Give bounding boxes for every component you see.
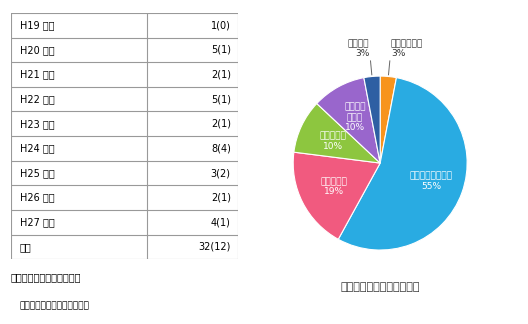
Text: H25 年度: H25 年度	[20, 168, 54, 178]
Text: マンション駐車場
55%: マンション駐車場 55%	[409, 172, 452, 191]
Text: H23 年度: H23 年度	[20, 119, 54, 129]
Text: H19 年度: H19 年度	[20, 20, 54, 30]
Text: 時間貸し
駐車場
10%: 時間貸し 駐車場 10%	[344, 102, 366, 132]
Text: テナント用
10%: テナント用 10%	[319, 131, 346, 151]
Text: 32(12): 32(12)	[199, 242, 231, 252]
Text: 2(1): 2(1)	[211, 193, 231, 202]
Text: 4(1): 4(1)	[211, 217, 231, 227]
Text: ホテル用
3%: ホテル用 3%	[348, 39, 370, 58]
Wedge shape	[317, 78, 380, 163]
Text: 死亡・重傷事故の発生場所: 死亡・重傷事故の発生場所	[341, 282, 420, 292]
Text: H20 年度: H20 年度	[20, 45, 54, 55]
Text: H21 年度: H21 年度	[20, 70, 54, 79]
Text: （　）は死亡事故の発生件数: （ ）は死亡事故の発生件数	[20, 301, 90, 310]
Text: 5(1): 5(1)	[211, 45, 231, 55]
Text: 3(2): 3(2)	[211, 168, 231, 178]
Text: 1(0): 1(0)	[211, 20, 231, 30]
Wedge shape	[294, 104, 380, 163]
Wedge shape	[380, 76, 397, 163]
Wedge shape	[364, 76, 380, 163]
Text: 死亡・重傷事故の発生件数: 死亡・重傷事故の発生件数	[11, 272, 81, 282]
Text: 月極駐車場
19%: 月極駐車場 19%	[320, 177, 347, 196]
Text: H24 年度: H24 年度	[20, 144, 54, 153]
Text: 5(1): 5(1)	[211, 94, 231, 104]
Text: 2(1): 2(1)	[211, 119, 231, 129]
Wedge shape	[338, 78, 467, 250]
Text: H26 年度: H26 年度	[20, 193, 54, 202]
Text: H22 年度: H22 年度	[20, 94, 54, 104]
Wedge shape	[293, 152, 380, 239]
Text: 合計: 合計	[20, 242, 31, 252]
Text: 来客用駐車場
3%: 来客用駐車場 3%	[391, 39, 423, 58]
Text: 8(4): 8(4)	[211, 144, 231, 153]
Text: 2(1): 2(1)	[211, 70, 231, 79]
Text: H27 年度: H27 年度	[20, 217, 54, 227]
